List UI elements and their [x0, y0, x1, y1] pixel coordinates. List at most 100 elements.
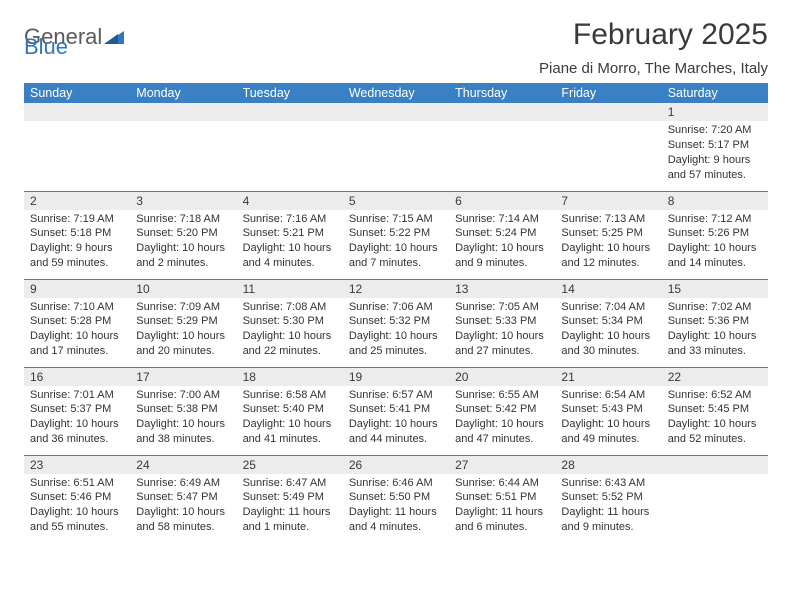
- daylight-text: Daylight: 11 hours: [455, 505, 549, 520]
- sunrise-text: Sunrise: 6:58 AM: [243, 388, 337, 403]
- daylight-text: and 59 minutes.: [30, 256, 124, 271]
- sunset-text: Sunset: 5:29 PM: [136, 314, 230, 329]
- calendar-day-cell: 15Sunrise: 7:02 AMSunset: 5:36 PMDayligh…: [662, 279, 768, 367]
- daylight-text: Daylight: 10 hours: [561, 417, 655, 432]
- calendar-day-cell: 18Sunrise: 6:58 AMSunset: 5:40 PMDayligh…: [237, 367, 343, 455]
- calendar-day-cell: 12Sunrise: 7:06 AMSunset: 5:32 PMDayligh…: [343, 279, 449, 367]
- daylight-text: Daylight: 10 hours: [30, 417, 124, 432]
- sunrise-text: Sunrise: 7:15 AM: [349, 212, 443, 227]
- sunrise-text: Sunrise: 7:05 AM: [455, 300, 549, 315]
- sunset-text: Sunset: 5:52 PM: [561, 490, 655, 505]
- daylight-text: and 14 minutes.: [668, 256, 762, 271]
- day-details: Sunrise: 7:10 AMSunset: 5:28 PMDaylight:…: [24, 298, 130, 361]
- daylight-text: Daylight: 11 hours: [243, 505, 337, 520]
- day-number-bar: 25: [237, 456, 343, 474]
- day-details: Sunrise: 6:43 AMSunset: 5:52 PMDaylight:…: [555, 474, 661, 537]
- calendar-day-cell: 11Sunrise: 7:08 AMSunset: 5:30 PMDayligh…: [237, 279, 343, 367]
- day-number-bar: [662, 456, 768, 474]
- day-details: Sunrise: 7:14 AMSunset: 5:24 PMDaylight:…: [449, 210, 555, 273]
- day-number-bar: 21: [555, 368, 661, 386]
- day-details: Sunrise: 7:00 AMSunset: 5:38 PMDaylight:…: [130, 386, 236, 449]
- weekday-header: Monday: [130, 83, 236, 103]
- sunrise-text: Sunrise: 6:55 AM: [455, 388, 549, 403]
- daylight-text: and 4 minutes.: [243, 256, 337, 271]
- day-number-bar: [449, 103, 555, 121]
- day-details: Sunrise: 7:06 AMSunset: 5:32 PMDaylight:…: [343, 298, 449, 361]
- sunset-text: Sunset: 5:50 PM: [349, 490, 443, 505]
- day-number-bar: 9: [24, 280, 130, 298]
- page-title: February 2025: [573, 18, 768, 52]
- calendar-week-row: 1Sunrise: 7:20 AMSunset: 5:17 PMDaylight…: [24, 103, 768, 191]
- day-number-bar: 20: [449, 368, 555, 386]
- day-number-bar: 4: [237, 192, 343, 210]
- calendar-week-row: 9Sunrise: 7:10 AMSunset: 5:28 PMDaylight…: [24, 279, 768, 367]
- day-details: Sunrise: 7:01 AMSunset: 5:37 PMDaylight:…: [24, 386, 130, 449]
- sunrise-text: Sunrise: 7:20 AM: [668, 123, 762, 138]
- sunrise-text: Sunrise: 7:14 AM: [455, 212, 549, 227]
- daylight-text: Daylight: 11 hours: [561, 505, 655, 520]
- daylight-text: Daylight: 10 hours: [30, 505, 124, 520]
- daylight-text: Daylight: 10 hours: [349, 241, 443, 256]
- day-number-bar: [130, 103, 236, 121]
- sunrise-text: Sunrise: 6:54 AM: [561, 388, 655, 403]
- day-details: Sunrise: 6:51 AMSunset: 5:46 PMDaylight:…: [24, 474, 130, 537]
- sunrise-text: Sunrise: 6:43 AM: [561, 476, 655, 491]
- daylight-text: and 20 minutes.: [136, 344, 230, 359]
- weekday-header: Friday: [555, 83, 661, 103]
- calendar-week-row: 23Sunrise: 6:51 AMSunset: 5:46 PMDayligh…: [24, 455, 768, 543]
- daylight-text: Daylight: 10 hours: [136, 241, 230, 256]
- sunset-text: Sunset: 5:30 PM: [243, 314, 337, 329]
- day-details: Sunrise: 7:02 AMSunset: 5:36 PMDaylight:…: [662, 298, 768, 361]
- calendar-day-cell: 23Sunrise: 6:51 AMSunset: 5:46 PMDayligh…: [24, 455, 130, 543]
- day-number-bar: 28: [555, 456, 661, 474]
- daylight-text: and 33 minutes.: [668, 344, 762, 359]
- sunset-text: Sunset: 5:24 PM: [455, 226, 549, 241]
- day-details: Sunrise: 6:47 AMSunset: 5:49 PMDaylight:…: [237, 474, 343, 537]
- daylight-text: and 47 minutes.: [455, 432, 549, 447]
- day-number-bar: 24: [130, 456, 236, 474]
- sunrise-text: Sunrise: 7:12 AM: [668, 212, 762, 227]
- day-details: Sunrise: 7:19 AMSunset: 5:18 PMDaylight:…: [24, 210, 130, 273]
- calendar-day-cell: 21Sunrise: 6:54 AMSunset: 5:43 PMDayligh…: [555, 367, 661, 455]
- sunrise-text: Sunrise: 7:16 AM: [243, 212, 337, 227]
- triangle-icon: [104, 24, 124, 50]
- calendar-day-cell: 5Sunrise: 7:15 AMSunset: 5:22 PMDaylight…: [343, 191, 449, 279]
- daylight-text: and 36 minutes.: [30, 432, 124, 447]
- location-subtitle: Piane di Morro, The Marches, Italy: [24, 60, 768, 77]
- calendar-day-cell: 9Sunrise: 7:10 AMSunset: 5:28 PMDaylight…: [24, 279, 130, 367]
- sunrise-text: Sunrise: 6:47 AM: [243, 476, 337, 491]
- day-details: Sunrise: 7:08 AMSunset: 5:30 PMDaylight:…: [237, 298, 343, 361]
- calendar-day-cell: 3Sunrise: 7:18 AMSunset: 5:20 PMDaylight…: [130, 191, 236, 279]
- day-number-bar: 17: [130, 368, 236, 386]
- day-number-bar: 12: [343, 280, 449, 298]
- sunset-text: Sunset: 5:28 PM: [30, 314, 124, 329]
- calendar-day-cell: 4 Sunrise: 7:16 AMSunset: 5:21 PMDaylight…: [237, 191, 343, 279]
- sunset-text: Sunset: 5:45 PM: [668, 402, 762, 417]
- daylight-text: and 52 minutes.: [668, 432, 762, 447]
- day-number-bar: 27: [449, 456, 555, 474]
- daylight-text: and 22 minutes.: [243, 344, 337, 359]
- daylight-text: and 1 minute.: [243, 520, 337, 535]
- daylight-text: Daylight: 10 hours: [561, 241, 655, 256]
- daylight-text: Daylight: 10 hours: [243, 241, 337, 256]
- sunset-text: Sunset: 5:34 PM: [561, 314, 655, 329]
- day-details: Sunrise: 6:44 AMSunset: 5:51 PMDaylight:…: [449, 474, 555, 537]
- sunset-text: Sunset: 5:49 PM: [243, 490, 337, 505]
- daylight-text: and 57 minutes.: [668, 168, 762, 183]
- calendar-day-cell: 19Sunrise: 6:57 AMSunset: 5:41 PMDayligh…: [343, 367, 449, 455]
- sunrise-text: Sunrise: 6:49 AM: [136, 476, 230, 491]
- calendar-day-cell: [662, 455, 768, 543]
- daylight-text: Daylight: 9 hours: [668, 153, 762, 168]
- day-number-bar: 13: [449, 280, 555, 298]
- weekday-header-row: Sunday Monday Tuesday Wednesday Thursday…: [24, 83, 768, 103]
- sunset-text: Sunset: 5:46 PM: [30, 490, 124, 505]
- sunset-text: Sunset: 5:21 PM: [243, 226, 337, 241]
- day-number-bar: 18: [237, 368, 343, 386]
- day-details: Sunrise: 6:58 AMSunset: 5:40 PMDaylight:…: [237, 386, 343, 449]
- calendar-day-cell: 22Sunrise: 6:52 AMSunset: 5:45 PMDayligh…: [662, 367, 768, 455]
- day-number-bar: [237, 103, 343, 121]
- calendar-day-cell: [24, 103, 130, 191]
- calendar-day-cell: 26Sunrise: 6:46 AMSunset: 5:50 PMDayligh…: [343, 455, 449, 543]
- daylight-text: and 27 minutes.: [455, 344, 549, 359]
- day-details: Sunrise: 7:20 AMSunset: 5:17 PMDaylight:…: [662, 121, 768, 184]
